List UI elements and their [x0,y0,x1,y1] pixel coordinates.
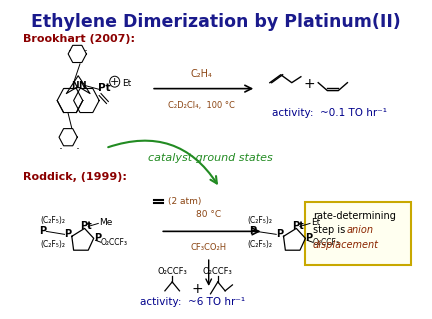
Text: .: . [83,41,88,55]
Text: (2 atm): (2 atm) [168,197,201,206]
Text: Pt: Pt [292,221,304,231]
Text: +: + [110,77,119,87]
Text: P: P [94,233,101,243]
Text: P: P [249,226,256,236]
Text: catalyst ground states: catalyst ground states [148,153,273,163]
FancyBboxPatch shape [305,202,411,265]
Text: C₂H₄: C₂H₄ [191,69,213,79]
Text: P: P [305,233,313,243]
Text: (C₂F₅)₂: (C₂F₅)₂ [247,216,272,225]
Text: .: . [68,41,72,55]
Text: displacement: displacement [313,240,379,250]
Text: (C₂F₅)₂: (C₂F₅)₂ [41,240,66,249]
Text: O₂CCF₃: O₂CCF₃ [101,238,128,247]
Text: Brookhart (2007):: Brookhart (2007): [23,34,135,44]
Text: O₂CCF₃: O₂CCF₃ [203,267,233,276]
Text: activity:  ~6 TO hr⁻¹: activity: ~6 TO hr⁻¹ [140,297,245,307]
Text: Me: Me [99,218,113,227]
Text: Pt: Pt [98,83,111,93]
FancyArrowPatch shape [108,141,217,183]
Text: O₂CCF₃: O₂CCF₃ [157,267,187,276]
Text: Et: Et [122,79,131,88]
Text: anion: anion [346,226,374,235]
Text: .: . [75,139,79,152]
Text: (C₂F₅)₂: (C₂F₅)₂ [247,240,272,249]
Text: step is: step is [313,226,348,235]
Text: (C₂F₅)₂: (C₂F₅)₂ [41,216,66,225]
Text: Ethylene Dimerization by Platinum(II): Ethylene Dimerization by Platinum(II) [31,13,401,31]
Text: Pt: Pt [80,221,92,231]
Text: N: N [78,81,86,90]
Text: .: . [59,139,63,152]
Text: CF₃CO₂H: CF₃CO₂H [191,243,227,252]
Text: 80 °C: 80 °C [196,211,221,219]
Text: C₂D₂Cl₄,  100 °C: C₂D₂Cl₄, 100 °C [168,100,235,109]
Text: Roddick, (1999):: Roddick, (1999): [23,172,127,182]
Text: rate-determining: rate-determining [313,211,396,220]
Text: N: N [71,81,78,90]
Text: O₂CCF₃: O₂CCF₃ [313,238,340,247]
Text: +: + [191,282,203,296]
Text: activity:  ~0.1 TO hr⁻¹: activity: ~0.1 TO hr⁻¹ [272,108,387,118]
Text: P: P [39,226,46,236]
Text: P: P [65,229,72,239]
Text: P: P [276,229,283,239]
Text: Et: Et [311,218,320,227]
Text: +: + [303,77,315,91]
